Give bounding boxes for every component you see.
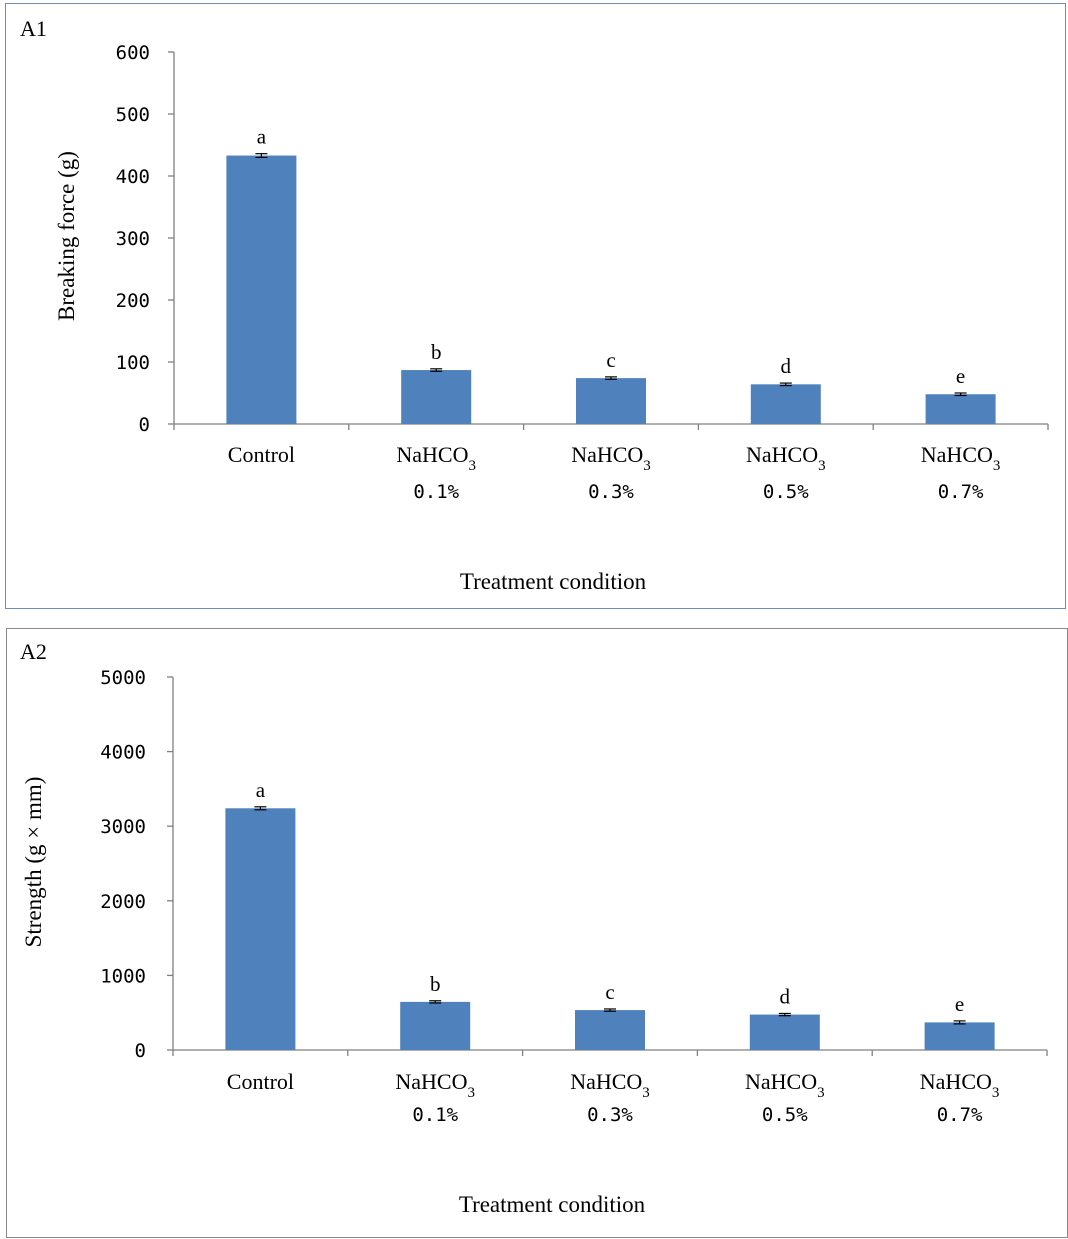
bar-chart-strength: 0 1000 2000 3000 4000 5000 a Control b NaHCO3 0.1%… xyxy=(21,667,1048,1217)
x-axis-title: Treatment condition xyxy=(459,1192,646,1217)
y-tick-label: 0 xyxy=(139,414,150,436)
x-category-label: Control xyxy=(227,1069,294,1094)
y-tick-label: 100 xyxy=(116,352,150,374)
y-tick-label: 500 xyxy=(116,104,150,126)
x-category-label: NaHCO3 xyxy=(920,1069,1000,1101)
y-tick-label: 400 xyxy=(116,166,150,188)
y-tick-label: 2000 xyxy=(100,891,146,913)
chart-panel-a2: A2 0 1000 2000 3000 4000 5000 a Control b NaHCO3 0… xyxy=(6,628,1068,1238)
bar xyxy=(749,1014,820,1050)
bar xyxy=(924,1022,995,1050)
bar xyxy=(750,384,821,424)
x-category-label: NaHCO3 xyxy=(746,442,826,474)
y-tick-label: 200 xyxy=(116,290,150,312)
panel-label: A2 xyxy=(20,639,47,664)
x-category-sublabel: 0.5% xyxy=(763,481,809,503)
y-tick-label: 5000 xyxy=(100,667,146,689)
significance-label: d xyxy=(781,354,792,378)
panel-label: A1 xyxy=(20,16,47,41)
y-tick-label: 600 xyxy=(116,42,150,64)
significance-label: b xyxy=(430,972,441,996)
y-tick-label: 3000 xyxy=(100,816,146,838)
significance-label: a xyxy=(257,125,267,149)
x-category-sublabel: 0.3% xyxy=(587,1104,633,1126)
bar xyxy=(400,1001,471,1050)
y-axis-title: Breaking force (g) xyxy=(54,151,79,321)
x-category-label: NaHCO3 xyxy=(745,1069,825,1101)
x-category-label: NaHCO3 xyxy=(570,1069,650,1101)
chart-panel-a1: A1 0 100 200 300 400 500 600 a Control b NaHCO3 0.1… xyxy=(5,3,1066,609)
significance-label: e xyxy=(955,992,964,1016)
x-category-label: Control xyxy=(228,442,295,467)
x-axis-title: Treatment condition xyxy=(460,569,647,594)
y-axis-title: Strength (g × mm) xyxy=(21,777,46,948)
x-category-sublabel: 0.1% xyxy=(413,481,459,503)
significance-label: e xyxy=(956,364,965,388)
significance-label: d xyxy=(780,984,791,1008)
bar-chart-breaking-force: 0 100 200 300 400 500 600 a Control b NaHCO3 0.1% c N… xyxy=(54,42,1049,594)
significance-label: c xyxy=(605,980,614,1004)
bar xyxy=(401,370,472,424)
significance-label: b xyxy=(431,340,442,364)
y-tick-label: 0 xyxy=(135,1040,146,1062)
bar xyxy=(925,394,996,424)
significance-label: a xyxy=(256,778,266,802)
bar xyxy=(576,378,646,424)
bar xyxy=(225,808,296,1050)
y-tick-label: 1000 xyxy=(100,965,146,987)
x-category-label: NaHCO3 xyxy=(396,442,476,474)
x-category-label: NaHCO3 xyxy=(921,442,1001,474)
bar xyxy=(226,155,297,425)
y-tick-label: 4000 xyxy=(100,742,146,764)
y-tick-label: 300 xyxy=(116,228,150,250)
x-category-sublabel: 0.7% xyxy=(938,481,984,503)
significance-label: c xyxy=(606,348,615,372)
bar xyxy=(575,1010,645,1050)
x-category-sublabel: 0.3% xyxy=(588,481,634,503)
x-category-sublabel: 0.7% xyxy=(937,1104,983,1126)
x-category-label: NaHCO3 xyxy=(571,442,651,474)
x-category-sublabel: 0.1% xyxy=(412,1104,458,1126)
x-category-sublabel: 0.5% xyxy=(762,1104,808,1126)
x-category-label: NaHCO3 xyxy=(395,1069,475,1101)
